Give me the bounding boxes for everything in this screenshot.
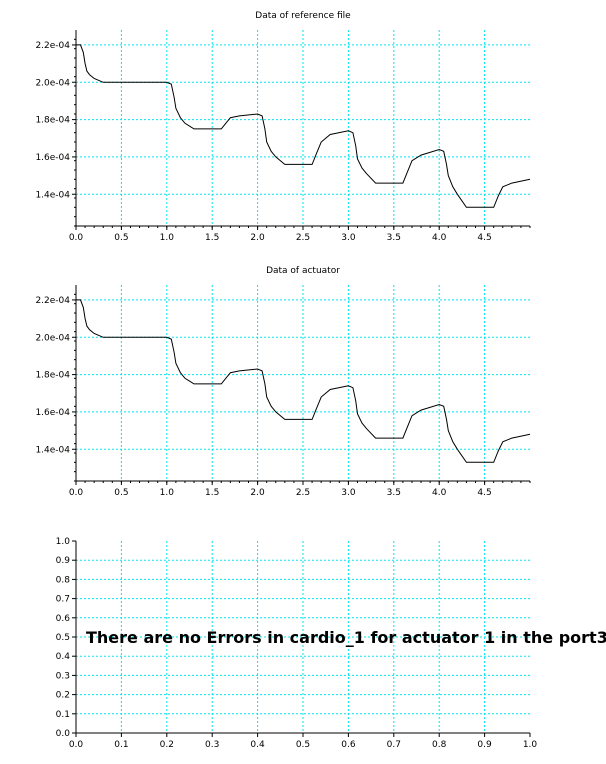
x-tick-label: 1.0 [160, 488, 175, 498]
x-tick-label: 1.0 [160, 233, 175, 243]
x-tick-label: 4.5 [477, 233, 491, 243]
x-tick-label: 0.5 [114, 233, 128, 243]
x-tick-label: 0.5 [114, 488, 128, 498]
x-tick-label: 0.0 [69, 233, 84, 243]
x-tick-label: 0.1 [114, 740, 128, 750]
x-tick-label: 3.0 [341, 233, 356, 243]
y-tick-label: 1.6e-04 [35, 153, 70, 163]
y-tick-label: 1.4e-04 [35, 445, 70, 455]
y-tick-label: 2.2e-04 [35, 296, 70, 306]
x-tick-label: 2.5 [296, 233, 310, 243]
x-tick-label: 0.3 [205, 740, 219, 750]
x-tick-label: 4.5 [477, 488, 491, 498]
x-tick-label: 2.0 [250, 488, 265, 498]
x-tick-label: 4.0 [432, 233, 447, 243]
x-tick-label: 3.5 [387, 488, 401, 498]
x-tick-label: 0.2 [160, 740, 174, 750]
x-tick-label: 3.5 [387, 233, 401, 243]
chart-title: Data of actuator [266, 266, 340, 276]
series-line [76, 299, 531, 463]
y-tick-label: 1.8e-04 [35, 116, 70, 126]
x-tick-label: 0.8 [432, 740, 447, 750]
x-tick-label: 3.0 [341, 488, 356, 498]
x-tick-label: 0.6 [341, 740, 356, 750]
x-tick-label: 0.5 [296, 740, 310, 750]
chart-title: Data of reference file [255, 11, 351, 21]
y-tick-label: 0.0 [56, 729, 71, 739]
y-tick-label: 2.2e-04 [35, 41, 70, 51]
y-tick-label: 0.8 [56, 575, 71, 585]
series-line [76, 44, 531, 208]
chart-3: 0.0 0.1 0.2 0.3 0.4 0.5 0.6 0.7 0.8 0.9 1.0 0.0 0.1 0… [56, 537, 606, 750]
x-tick-label: 2.5 [296, 488, 310, 498]
x-tick-label: 0.0 [69, 488, 84, 498]
y-tick-label: 0.4 [56, 652, 71, 662]
x-tick-label: 2.0 [250, 233, 265, 243]
annotation-text: There are no Errors in cardio_1 for actu… [86, 628, 606, 647]
y-tick-label: 1.0 [56, 537, 71, 547]
y-tick-label: 0.7 [56, 595, 70, 605]
y-tick-label: 0.5 [56, 633, 70, 643]
x-tick-label: 4.0 [432, 488, 447, 498]
y-tick-label: 0.6 [56, 614, 71, 624]
x-tick-label: 0.0 [69, 740, 84, 750]
x-tick-label: 0.4 [250, 740, 265, 750]
x-tick-label: 0.7 [387, 740, 401, 750]
chart-1: 0.0 0.5 1.0 1.5 2.0 2.5 3.0 3.5 4.0 4.5 1.4e-04 1.6… [35, 11, 531, 243]
y-tick-label: 2.0e-04 [35, 333, 70, 343]
x-tick-label: 1.5 [205, 233, 219, 243]
x-tick-label: 1.5 [205, 488, 219, 498]
y-tick-label: 2.0e-04 [35, 78, 70, 88]
y-tick-label: 0.9 [56, 556, 71, 566]
y-tick-label: 1.6e-04 [35, 408, 70, 418]
y-tick-label: 1.8e-04 [35, 371, 70, 381]
y-tick-label: 0.3 [56, 671, 70, 681]
x-tick-label: 1.0 [523, 740, 538, 750]
x-tick-label: 0.9 [477, 740, 492, 750]
chart-2: 0.0 0.5 1.0 1.5 2.0 2.5 3.0 3.5 4.0 4.5 1.4e-04 1.6… [35, 266, 531, 498]
y-tick-label: 1.4e-04 [35, 190, 70, 200]
y-tick-label: 0.2 [56, 691, 70, 701]
y-tick-label: 0.1 [56, 710, 70, 720]
